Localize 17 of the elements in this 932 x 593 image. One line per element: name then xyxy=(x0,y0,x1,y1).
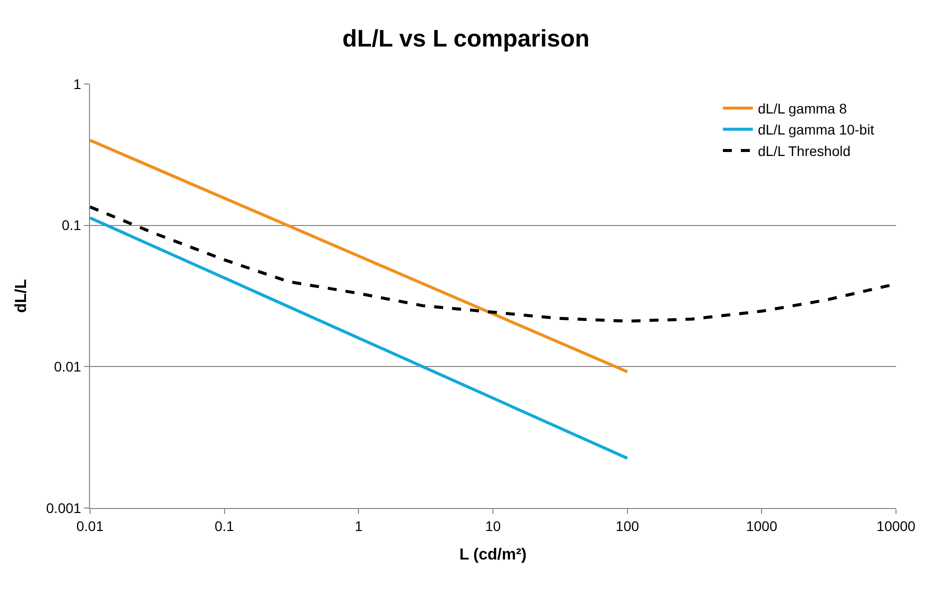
x-tick-label: 1 xyxy=(354,518,363,534)
legend-label: dL/L Threshold xyxy=(758,142,851,159)
x-tick-label: 10 xyxy=(485,518,501,534)
chart-title: dL/L vs L comparison xyxy=(342,25,590,52)
y-axis-title: dL/L xyxy=(13,278,30,313)
x-tick-label: 1000 xyxy=(746,518,778,534)
x-tick-label: 0.01 xyxy=(76,518,104,534)
x-tick-label: 0.1 xyxy=(214,518,234,534)
y-tick-label: 0.001 xyxy=(46,500,82,516)
x-tick-label: 100 xyxy=(616,518,640,534)
legend-label: dL/L gamma 10-bit xyxy=(758,122,874,138)
x-axis-title: L (cd/m²) xyxy=(459,546,527,564)
y-tick-label: 0.01 xyxy=(54,358,82,375)
legend-label: dL/L gamma 8 xyxy=(758,100,848,117)
x-tick-label: 10000 xyxy=(876,518,916,534)
y-tick-label: 0.1 xyxy=(62,217,82,234)
y-tick-label: 1 xyxy=(73,76,82,92)
